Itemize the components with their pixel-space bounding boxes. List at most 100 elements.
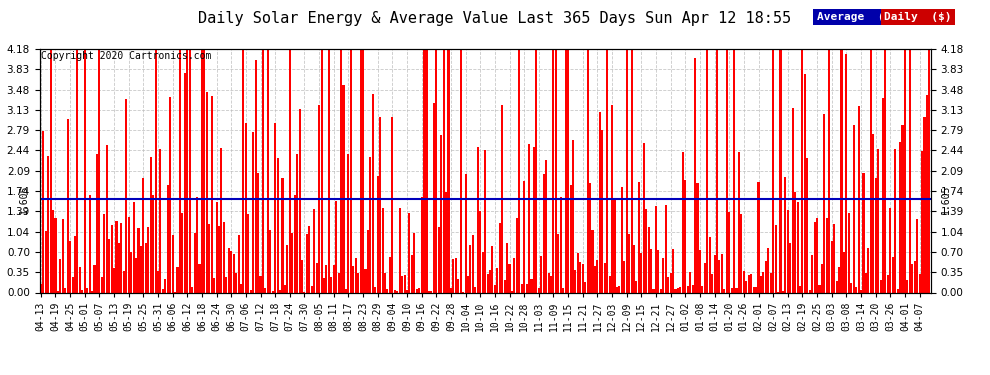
Bar xyxy=(391,117,393,292)
Bar xyxy=(657,250,659,292)
Bar xyxy=(71,277,73,292)
Bar xyxy=(489,270,491,292)
Bar xyxy=(196,197,198,292)
Bar xyxy=(198,264,201,292)
Bar xyxy=(203,49,205,292)
Bar xyxy=(416,289,418,292)
Bar xyxy=(364,269,366,292)
Bar xyxy=(799,286,801,292)
Bar xyxy=(797,202,799,292)
Bar xyxy=(221,148,223,292)
Bar xyxy=(228,248,230,292)
Bar xyxy=(477,147,479,292)
Bar xyxy=(614,200,616,292)
Bar xyxy=(125,99,128,292)
Bar xyxy=(436,49,438,292)
Bar xyxy=(486,274,489,292)
Bar xyxy=(921,152,923,292)
Bar xyxy=(64,288,66,292)
Bar xyxy=(784,177,786,292)
Bar xyxy=(152,195,154,292)
Bar xyxy=(882,98,884,292)
Bar xyxy=(394,290,396,292)
Bar xyxy=(103,214,105,292)
Bar xyxy=(609,276,611,292)
Bar xyxy=(313,210,315,292)
Bar xyxy=(679,287,681,292)
Bar xyxy=(213,278,215,292)
Bar xyxy=(231,251,233,292)
Bar xyxy=(619,286,621,292)
Bar xyxy=(538,288,540,292)
Bar xyxy=(518,49,521,292)
Bar xyxy=(667,277,669,292)
Bar xyxy=(821,264,823,292)
Text: Copyright 2020 Cartronics.com: Copyright 2020 Cartronics.com xyxy=(42,51,212,61)
Bar xyxy=(599,112,601,292)
Bar xyxy=(819,285,821,292)
Bar xyxy=(457,279,459,292)
Bar xyxy=(474,287,476,292)
Bar xyxy=(189,49,191,292)
Bar xyxy=(286,246,288,292)
Bar xyxy=(601,130,603,292)
Bar xyxy=(166,185,168,292)
Bar xyxy=(769,273,772,292)
Bar xyxy=(672,249,674,292)
Bar xyxy=(929,49,931,292)
Bar xyxy=(760,276,762,292)
Bar xyxy=(782,291,784,292)
Bar xyxy=(264,288,266,292)
Bar xyxy=(454,258,456,292)
Bar xyxy=(369,157,371,292)
Bar xyxy=(872,134,874,292)
Bar xyxy=(311,286,313,292)
Bar xyxy=(496,268,498,292)
Bar xyxy=(352,267,354,292)
Bar xyxy=(138,228,140,292)
Bar xyxy=(611,105,613,292)
Bar xyxy=(621,187,623,292)
Bar xyxy=(347,154,349,292)
Bar xyxy=(404,275,406,292)
Bar xyxy=(909,49,911,292)
Bar xyxy=(741,213,742,292)
Bar xyxy=(924,117,926,292)
Bar xyxy=(842,252,845,292)
Bar xyxy=(226,277,228,292)
Bar xyxy=(409,213,411,292)
Bar xyxy=(831,241,833,292)
Bar xyxy=(664,205,667,292)
Bar xyxy=(845,54,847,292)
Text: Daily  ($): Daily ($) xyxy=(884,12,951,22)
Bar xyxy=(545,160,547,292)
Bar xyxy=(689,272,691,292)
Bar xyxy=(336,201,338,292)
Bar xyxy=(541,256,543,292)
Bar xyxy=(889,209,891,292)
Bar xyxy=(381,207,383,292)
Bar xyxy=(54,218,56,292)
Bar xyxy=(719,260,721,292)
Bar xyxy=(140,246,142,292)
Bar xyxy=(176,267,178,292)
Bar xyxy=(506,243,508,292)
Bar xyxy=(694,58,696,292)
Bar xyxy=(682,152,684,292)
Bar xyxy=(86,288,88,292)
Bar xyxy=(504,280,506,292)
Bar xyxy=(276,158,278,292)
Bar xyxy=(526,284,528,292)
Bar xyxy=(431,291,433,292)
Bar xyxy=(284,285,286,292)
Bar xyxy=(259,276,261,292)
Bar xyxy=(289,49,291,292)
Bar xyxy=(184,73,186,292)
Bar xyxy=(897,290,899,292)
Bar xyxy=(877,149,879,292)
Bar xyxy=(716,49,718,292)
Bar xyxy=(413,233,416,292)
Bar xyxy=(154,49,156,292)
Bar xyxy=(201,49,203,292)
Bar xyxy=(235,273,238,292)
